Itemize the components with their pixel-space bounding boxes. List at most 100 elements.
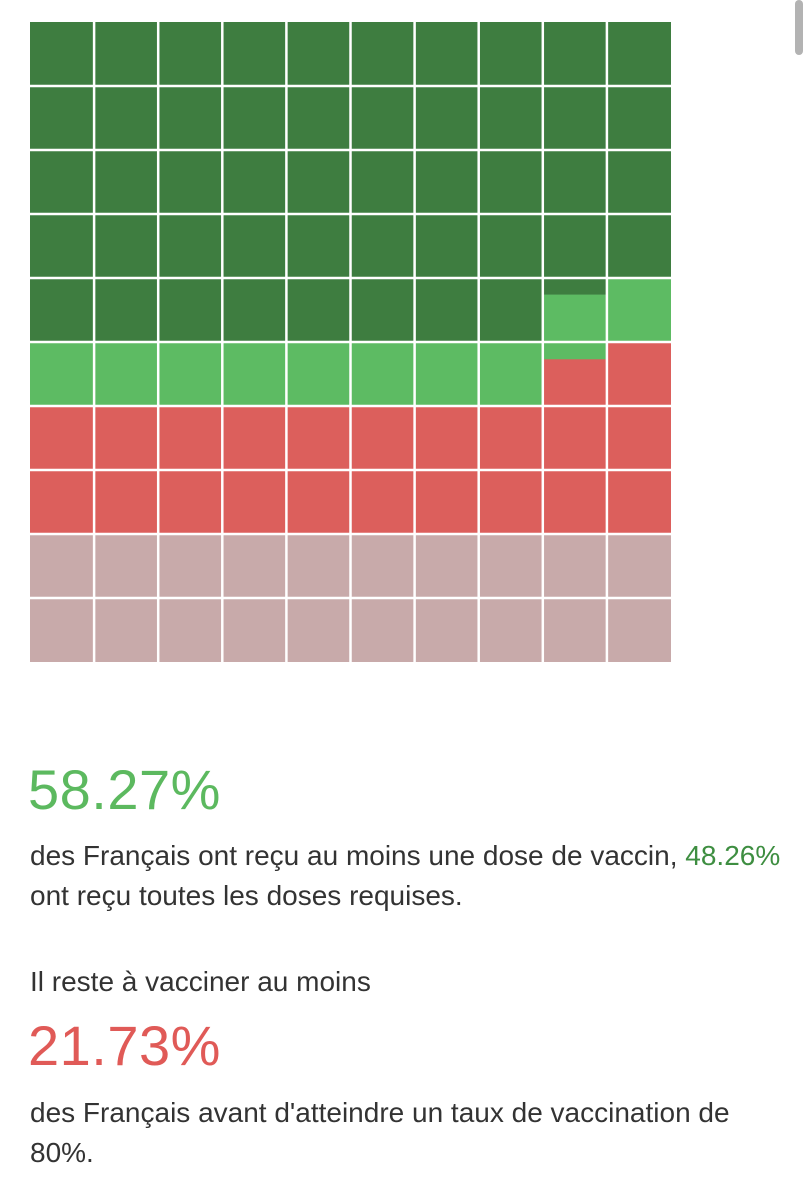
- waffle-cell-segment-1: [414, 342, 479, 407]
- waffle-cell-segment-2: [606, 342, 671, 407]
- waffle-cell-segment-0: [350, 278, 415, 343]
- waffle-cell-segment-3: [158, 598, 223, 662]
- waffle-cell-segment-0: [30, 22, 95, 87]
- waffle-cell-segment-0: [350, 86, 415, 151]
- waffle-cell-segment-0: [542, 86, 607, 151]
- waffle-cell-segment-0: [94, 214, 159, 279]
- waffle-cell-segment-2: [542, 470, 607, 535]
- waffle-cell-segment-2: [542, 406, 607, 471]
- first-dose-text-before: des Français ont reçu au moins une dose …: [30, 840, 686, 871]
- waffle-cell-segment-1: [286, 342, 351, 407]
- waffle-cell-segment-1: [94, 342, 159, 407]
- waffle-cell-segment-2: [30, 406, 95, 471]
- remaining-intro: Il reste à vacciner au moins: [30, 966, 371, 997]
- waffle-cell-segment-0: [158, 22, 223, 87]
- remaining-description: des Français avant d'atteindre un taux d…: [30, 1097, 730, 1168]
- waffle-cell-segment-0: [222, 278, 287, 343]
- waffle-cell-segment-0: [94, 86, 159, 151]
- waffle-cell-segment-3: [30, 598, 95, 662]
- waffle-cell-segment-2: [286, 406, 351, 471]
- waffle-cell-segment-2: [222, 406, 287, 471]
- waffle-cell-segment-0: [478, 278, 543, 343]
- waffle-cell-segment-0: [414, 150, 479, 215]
- waffle-cell-segment-1: [158, 342, 223, 407]
- waffle-cell-segment-2: [606, 406, 671, 471]
- waffle-cell-segment-0: [606, 22, 671, 87]
- waffle-cell-segment-0: [94, 278, 159, 343]
- waffle-cell-segment-2: [542, 359, 607, 407]
- waffle-cell-segment-0: [606, 86, 671, 151]
- first-dose-text-after: ont reçu toutes les doses requises.: [30, 880, 463, 911]
- waffle-cell-segment-3: [222, 534, 287, 599]
- waffle-cell-segment-3: [414, 598, 479, 662]
- waffle-cell-segment-3: [478, 598, 543, 662]
- waffle-cell-segment-0: [542, 214, 607, 279]
- waffle-cell-segment-0: [222, 150, 287, 215]
- waffle-cell-segment-2: [606, 470, 671, 535]
- waffle-cell-segment-0: [542, 22, 607, 87]
- waffle-cell-segment-1: [542, 342, 607, 360]
- waffle-cell-segment-2: [158, 406, 223, 471]
- waffle-cell-segment-2: [94, 470, 159, 535]
- full-dose-percentage: 48.26%: [685, 840, 781, 871]
- waffle-cell-segment-3: [286, 534, 351, 599]
- waffle-cell-segment-1: [222, 342, 287, 407]
- waffle-cell-segment-0: [30, 214, 95, 279]
- waffle-cell-segment-3: [478, 534, 543, 599]
- waffle-cell-segment-0: [30, 150, 95, 215]
- waffle-cell-segment-2: [350, 406, 415, 471]
- waffle-cell-segment-0: [350, 150, 415, 215]
- waffle-cell-segment-3: [30, 534, 95, 599]
- waffle-cell-segment-0: [478, 214, 543, 279]
- waffle-cell-segment-0: [30, 86, 95, 151]
- waffle-cell-segment-0: [414, 214, 479, 279]
- vaccination-waffle-chart: [30, 22, 671, 662]
- waffle-cell-segment-0: [414, 278, 479, 343]
- waffle-cell-segment-2: [414, 470, 479, 535]
- waffle-cell-segment-3: [350, 534, 415, 599]
- waffle-cell-segment-1: [30, 342, 95, 407]
- waffle-cell-segment-0: [94, 150, 159, 215]
- waffle-cell-segment-0: [478, 86, 543, 151]
- waffle-cell-segment-2: [222, 470, 287, 535]
- waffle-cell-segment-3: [606, 534, 671, 599]
- waffle-cell-segment-0: [414, 22, 479, 87]
- waffle-cell-segment-0: [542, 150, 607, 215]
- waffle-cell-segment-2: [286, 470, 351, 535]
- waffle-cell-segment-3: [414, 534, 479, 599]
- waffle-cell-segment-2: [414, 406, 479, 471]
- waffle-cell-segment-1: [478, 342, 543, 407]
- scrollbar-thumb[interactable]: [795, 0, 803, 55]
- first-dose-description: des Français ont reçu au moins une dose …: [30, 836, 790, 916]
- waffle-cell-segment-0: [286, 150, 351, 215]
- waffle-cell-segment-0: [286, 22, 351, 87]
- waffle-cell-segment-3: [286, 598, 351, 662]
- waffle-cell-segment-0: [478, 150, 543, 215]
- waffle-cell-segment-0: [158, 278, 223, 343]
- waffle-cell-segment-0: [542, 278, 607, 295]
- waffle-cell-segment-0: [222, 86, 287, 151]
- waffle-cell-segment-0: [606, 150, 671, 215]
- remaining-percentage: 21.73%: [28, 1014, 221, 1077]
- waffle-cell-segment-2: [478, 470, 543, 535]
- waffle-cell-segment-0: [30, 278, 95, 343]
- waffle-cell-segment-0: [158, 150, 223, 215]
- waffle-cell-segment-3: [542, 598, 607, 662]
- waffle-cell-segment-0: [350, 214, 415, 279]
- waffle-cell-segment-0: [94, 22, 159, 87]
- waffle-cell-segment-0: [158, 214, 223, 279]
- waffle-cell-segment-1: [542, 294, 607, 343]
- first-dose-percentage: 58.27%: [28, 758, 221, 821]
- waffle-cell-segment-0: [286, 86, 351, 151]
- waffle-cell-segment-2: [158, 470, 223, 535]
- waffle-cell-segment-2: [30, 470, 95, 535]
- waffle-cell-segment-3: [606, 598, 671, 662]
- waffle-cell-segment-2: [94, 406, 159, 471]
- waffle-cell-segment-0: [222, 214, 287, 279]
- waffle-cell-segment-0: [286, 214, 351, 279]
- waffle-cell-segment-0: [286, 278, 351, 343]
- waffle-cell-segment-0: [478, 22, 543, 87]
- waffle-cell-segment-3: [94, 598, 159, 662]
- waffle-cell-segment-3: [158, 534, 223, 599]
- waffle-cell-segment-0: [350, 22, 415, 87]
